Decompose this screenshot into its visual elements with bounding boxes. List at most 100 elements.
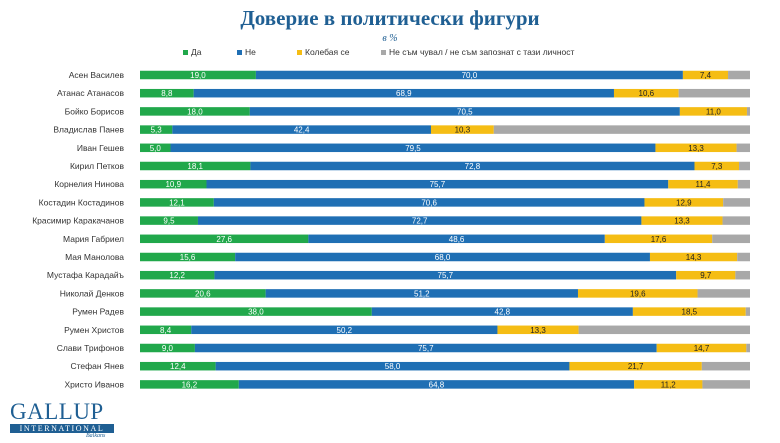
chart-legend: Да Не Колебая се Не съм чувал / не съм запо… — [183, 47, 575, 57]
category-label: Кирил Петков — [70, 161, 124, 171]
data-label: 13,3 — [688, 144, 704, 153]
category-label: Бойко Борисов — [65, 106, 125, 116]
data-label: 8,8 — [161, 89, 173, 98]
bar-segment — [140, 198, 214, 207]
bar-segment — [649, 252, 738, 262]
bar-segment — [213, 198, 645, 207]
bar-segment — [497, 325, 579, 335]
data-label: 21,7 — [628, 362, 644, 371]
data-label: 15,6 — [180, 253, 196, 262]
bar-segment — [206, 179, 669, 189]
bar-segment — [140, 179, 207, 189]
data-label: 19,0 — [190, 71, 206, 80]
bar-segment — [140, 380, 239, 389]
bar-segment — [140, 343, 195, 353]
bar-segment — [656, 343, 747, 353]
category-label: Мария Габриел — [63, 234, 124, 244]
category-label: Корнелия Нинова — [54, 179, 124, 189]
data-label: 13,3 — [674, 217, 690, 226]
data-label: 42,4 — [294, 126, 310, 135]
data-label: 5,0 — [150, 144, 162, 153]
category-label: Иван Гешев — [77, 143, 125, 153]
data-label: 11,4 — [696, 180, 712, 189]
bar-segment — [140, 361, 216, 371]
data-label: 8,4 — [160, 326, 172, 335]
bar-segment — [634, 380, 703, 389]
data-label: 13,3 — [530, 326, 546, 335]
data-label: 9,7 — [700, 271, 712, 280]
data-label: 38,0 — [248, 308, 264, 317]
logo-subtext: Balkans — [86, 433, 106, 439]
bar-segment — [493, 125, 750, 134]
legend-label: Не — [245, 47, 256, 57]
data-label: 75,7 — [430, 180, 446, 189]
category-label: Румен Христов — [64, 325, 124, 335]
data-label: 12,2 — [169, 271, 185, 280]
bar-segment — [697, 289, 750, 298]
data-label: 68,0 — [435, 253, 451, 262]
bar-segment — [569, 361, 702, 371]
bar-segment — [604, 234, 713, 244]
data-label: 72,8 — [465, 162, 481, 171]
bar-segment — [191, 325, 498, 335]
data-label: 42,8 — [495, 308, 511, 317]
bar-segment — [577, 289, 698, 298]
data-label: 14,3 — [686, 253, 702, 262]
data-label: 12,9 — [676, 198, 692, 207]
category-label: Слави Трифонов — [57, 343, 125, 353]
legend-label: Да — [191, 47, 202, 57]
data-label: 10,9 — [165, 180, 181, 189]
bar-segment — [668, 179, 738, 189]
bar-segment — [140, 216, 198, 225]
data-label: 27,6 — [216, 235, 232, 244]
data-label: 18,1 — [187, 162, 203, 171]
bar-segment — [140, 289, 266, 298]
data-label: 64,8 — [429, 380, 445, 389]
data-label: 70,0 — [462, 71, 478, 80]
bar-segment — [737, 252, 750, 262]
legend-swatch — [183, 50, 188, 55]
chart-title: Доверие в политически фигури — [240, 6, 540, 30]
legend-label: Колебая се — [305, 47, 350, 57]
bar-segment — [578, 325, 750, 335]
bar-segment — [682, 70, 729, 80]
bar-segment — [613, 88, 679, 98]
data-label: 10,6 — [639, 89, 655, 98]
bar-segment — [745, 307, 750, 316]
bar-segment — [632, 307, 746, 316]
chart-subtitle: в % — [382, 33, 398, 44]
data-label: 14,7 — [694, 344, 710, 353]
data-label: 58,0 — [385, 362, 401, 371]
bar-segment — [737, 179, 750, 189]
bar-segment — [214, 270, 677, 280]
data-label: 9,0 — [162, 344, 174, 353]
bar-segment — [728, 70, 750, 80]
data-label: 9,5 — [163, 217, 175, 226]
data-label: 75,7 — [418, 344, 434, 353]
data-label: 79,5 — [405, 144, 421, 153]
data-label: 19,6 — [630, 289, 646, 298]
bar-segment — [644, 198, 724, 207]
gallup-logo: GALLUP INTERNATIONAL Balkans — [10, 400, 120, 442]
bar-segment — [255, 70, 683, 80]
bar-segment — [172, 125, 431, 134]
category-label: Атанас Атанасов — [57, 88, 125, 98]
bar-segment — [655, 143, 737, 153]
logo-band: INTERNATIONAL — [10, 424, 114, 433]
bar-segment — [140, 70, 256, 80]
bar-segment — [250, 161, 695, 171]
data-label: 68,9 — [396, 89, 412, 98]
category-label: Красимир Каракачанов — [32, 216, 124, 226]
bar-segment — [735, 270, 750, 280]
bar-segment — [430, 125, 494, 134]
category-label: Мустафа Карадайъ — [47, 270, 124, 280]
bar-segment — [140, 107, 250, 116]
category-label: Мая Манолова — [65, 252, 124, 262]
bar-segment — [736, 143, 750, 153]
bar-segment — [140, 161, 251, 171]
bar-segment — [694, 161, 740, 171]
bar-segment — [235, 252, 650, 262]
bar-segment — [739, 161, 750, 171]
bar-segment — [140, 143, 171, 153]
bar-segment — [249, 107, 680, 116]
